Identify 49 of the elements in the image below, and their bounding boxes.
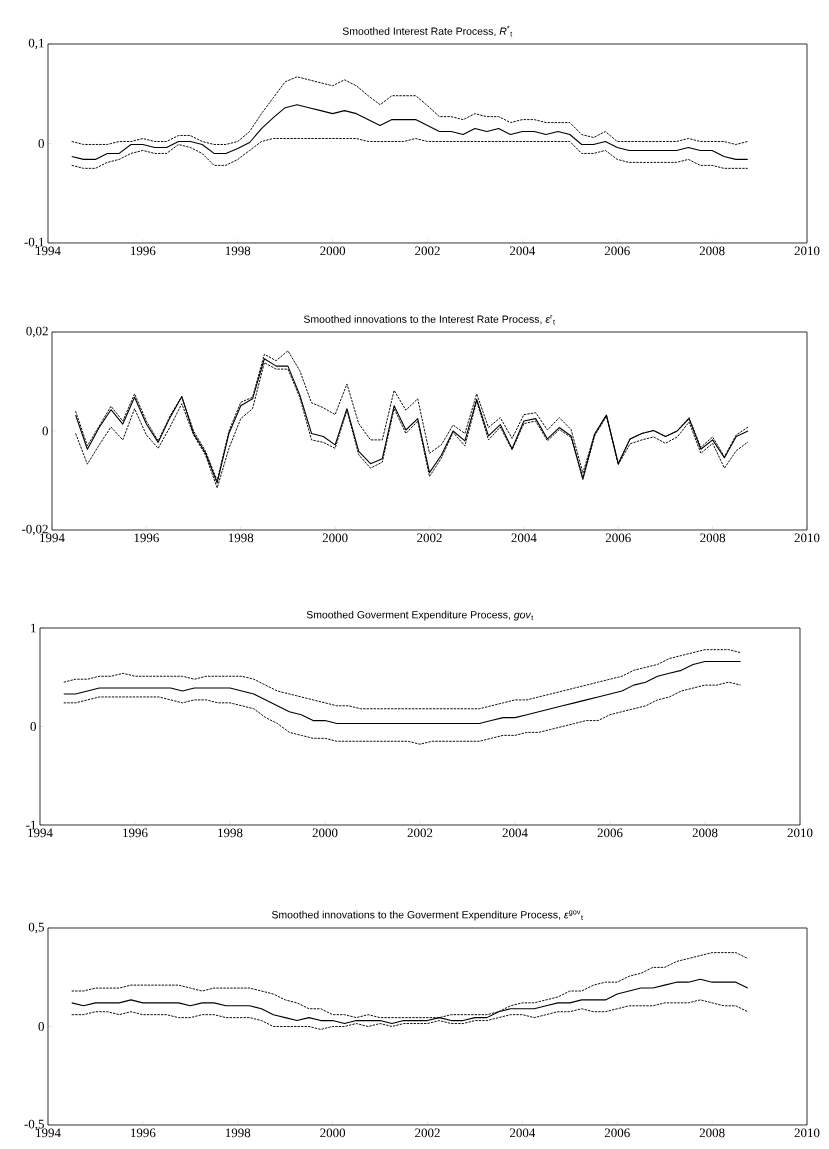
y-tick-label: 0,5	[28, 922, 44, 934]
y-tick-label: -0,5	[24, 1119, 44, 1131]
x-tick-label: 1996	[131, 246, 156, 256]
x-tick-label: 2002	[417, 533, 442, 543]
x-tick-label: 1996	[134, 533, 159, 543]
x-tick-label: 2006	[604, 246, 630, 256]
x-tick-label: 2006	[605, 533, 631, 543]
y-tick-label: -0,1	[24, 237, 44, 249]
x-tick-label: 2006	[604, 1128, 630, 1138]
y-tick-label: 0	[42, 426, 48, 436]
x-tick-label: 1994	[36, 1128, 61, 1138]
x-tick-label: 2002	[415, 246, 440, 256]
x-tick-label: 2000	[320, 246, 346, 256]
x-tick-label: 2008	[700, 533, 726, 543]
x-tick-label: 1996	[123, 828, 148, 838]
x-tick-label: 2008	[699, 1128, 725, 1138]
y-tick-label: 0	[38, 1022, 44, 1031]
x-tick-label: 2004	[502, 828, 528, 838]
chart-title: Smoothed Goverment Expenditure Process, gov$_{t}$	[306, 610, 534, 621]
x-tick-label: 2004	[511, 533, 537, 543]
y-tick-label: -0,02	[21, 524, 48, 536]
x-tick-label: 2002	[415, 1128, 440, 1138]
x-tick-label: 2010	[794, 533, 820, 543]
x-tick-label: 1996	[131, 1128, 156, 1138]
x-tick-label: 2008	[699, 246, 725, 256]
x-tick-label: 2000	[312, 828, 338, 838]
y-tick-label: -1	[26, 820, 36, 830]
x-tick-label: 1998	[225, 1128, 251, 1138]
x-tick-label: 2006	[597, 828, 623, 838]
y-tick-label: 1	[31, 623, 36, 633]
x-tick-label: 2000	[320, 1128, 346, 1138]
x-tick-label: 2008	[692, 828, 718, 838]
x-tick-label: 1994	[28, 828, 53, 838]
x-tick-label: 2010	[787, 828, 813, 838]
x-tick-label: 1998	[218, 828, 243, 838]
y-tick-label: 0,02	[26, 326, 48, 338]
x-tick-label: 2010	[794, 1128, 820, 1138]
x-tick-label: 2010	[794, 246, 820, 256]
x-tick-label: 1998	[228, 533, 254, 543]
y-tick-label: 0,1	[28, 38, 44, 50]
x-tick-label: 1998	[225, 246, 251, 256]
x-tick-label: 2004	[509, 1128, 536, 1138]
x-tick-label: 1994	[36, 246, 61, 256]
x-tick-label: 2004	[509, 246, 536, 256]
y-tick-label: 0	[38, 139, 44, 148]
x-tick-label: 2002	[407, 828, 433, 838]
x-tick-label: 1994	[40, 533, 65, 543]
y-tick-label: 0	[30, 722, 36, 731]
x-tick-label: 2000	[322, 533, 348, 543]
